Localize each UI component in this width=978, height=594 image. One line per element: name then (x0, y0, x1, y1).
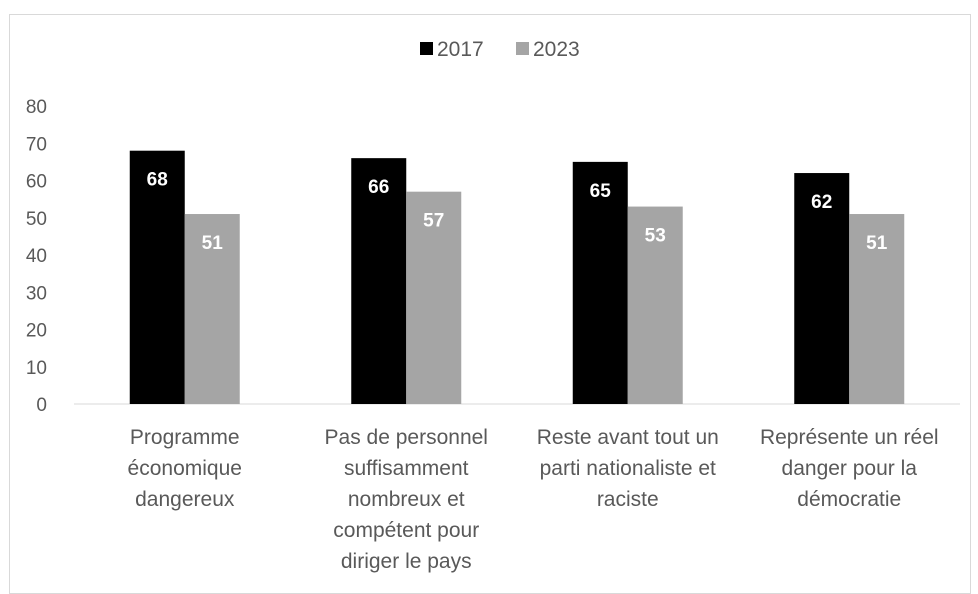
bar-2017 (572, 161, 628, 404)
data-label-2023: 57 (423, 211, 444, 232)
data-label-2023: 51 (202, 233, 224, 254)
data-label-2017: 65 (590, 181, 612, 202)
x-category-label: suffisamment (344, 457, 469, 480)
y-tick-label: 20 (26, 321, 47, 342)
legend-label: 2017 (437, 38, 484, 61)
x-category-label: raciste (597, 488, 659, 511)
legend-swatch-2017 (420, 42, 433, 55)
data-label-2017: 66 (368, 177, 389, 198)
y-tick-label: 10 (26, 358, 47, 379)
x-category-label: Représente un réel (760, 426, 939, 449)
bar-2017 (794, 173, 850, 404)
x-category-label: démocratie (797, 488, 901, 511)
bar-2017 (129, 150, 185, 404)
bar-2023 (849, 214, 905, 404)
data-label-2017: 68 (147, 170, 168, 191)
bar-2023 (627, 206, 683, 404)
bar-2023 (406, 191, 462, 404)
x-category-label: économique (128, 457, 242, 480)
y-tick-label: 60 (26, 172, 47, 193)
x-category-label: Pas de personnel (325, 426, 488, 449)
y-tick-label: 80 (26, 97, 47, 118)
x-category-label: parti nationaliste et (540, 457, 716, 480)
legend-swatch-2023 (516, 42, 529, 55)
y-tick-label: 40 (26, 246, 47, 267)
bar-2017 (351, 158, 407, 404)
x-category-label: danger pour la (782, 457, 918, 480)
x-category-label: compétent pour (333, 519, 479, 542)
x-category-label: diriger le pays (341, 550, 472, 573)
y-tick-label: 0 (36, 395, 47, 416)
bar-2023 (184, 214, 240, 404)
x-category-label: Programme (130, 426, 240, 449)
data-label-2017: 62 (811, 192, 832, 213)
x-category-label: nombreux et (348, 488, 465, 511)
data-label-2023: 53 (645, 226, 666, 247)
y-tick-label: 70 (26, 134, 47, 155)
y-tick-label: 50 (26, 209, 47, 230)
legend-label: 2023 (533, 38, 580, 61)
y-tick-label: 30 (26, 283, 47, 304)
x-category-label: dangereux (135, 488, 235, 511)
data-label-2023: 51 (866, 233, 888, 254)
x-category-label: Reste avant tout un (537, 426, 719, 449)
